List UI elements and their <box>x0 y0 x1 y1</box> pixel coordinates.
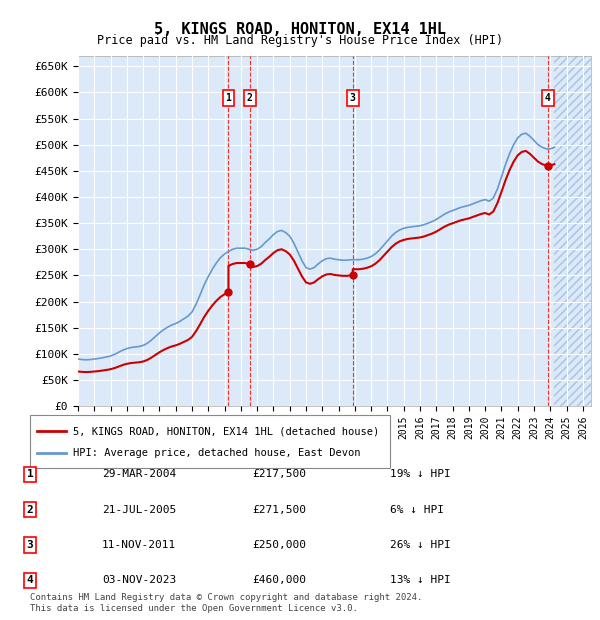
Text: 4: 4 <box>545 93 551 103</box>
Text: 1: 1 <box>26 469 34 479</box>
Text: 19% ↓ HPI: 19% ↓ HPI <box>390 469 451 479</box>
Text: 3: 3 <box>26 540 34 550</box>
Text: £250,000: £250,000 <box>252 540 306 550</box>
Text: 1: 1 <box>226 93 232 103</box>
Text: 4: 4 <box>26 575 34 585</box>
Text: £271,500: £271,500 <box>252 505 306 515</box>
Text: Price paid vs. HM Land Registry's House Price Index (HPI): Price paid vs. HM Land Registry's House … <box>97 34 503 47</box>
Text: 21-JUL-2005: 21-JUL-2005 <box>102 505 176 515</box>
Text: 5, KINGS ROAD, HONITON, EX14 1HL: 5, KINGS ROAD, HONITON, EX14 1HL <box>154 22 446 37</box>
Text: 03-NOV-2023: 03-NOV-2023 <box>102 575 176 585</box>
Text: £460,000: £460,000 <box>252 575 306 585</box>
Text: Contains HM Land Registry data © Crown copyright and database right 2024.
This d: Contains HM Land Registry data © Crown c… <box>30 593 422 613</box>
Text: 2: 2 <box>247 93 253 103</box>
Bar <box>554 56 591 406</box>
FancyBboxPatch shape <box>30 415 390 468</box>
Text: 5, KINGS ROAD, HONITON, EX14 1HL (detached house): 5, KINGS ROAD, HONITON, EX14 1HL (detach… <box>73 426 379 436</box>
Text: 13% ↓ HPI: 13% ↓ HPI <box>390 575 451 585</box>
Text: 11-NOV-2011: 11-NOV-2011 <box>102 540 176 550</box>
Text: 3: 3 <box>350 93 356 103</box>
Text: £217,500: £217,500 <box>252 469 306 479</box>
Text: HPI: Average price, detached house, East Devon: HPI: Average price, detached house, East… <box>73 448 361 458</box>
Text: 29-MAR-2004: 29-MAR-2004 <box>102 469 176 479</box>
Text: 6% ↓ HPI: 6% ↓ HPI <box>390 505 444 515</box>
Text: 26% ↓ HPI: 26% ↓ HPI <box>390 540 451 550</box>
Bar <box>554 56 591 406</box>
Text: 2: 2 <box>26 505 34 515</box>
